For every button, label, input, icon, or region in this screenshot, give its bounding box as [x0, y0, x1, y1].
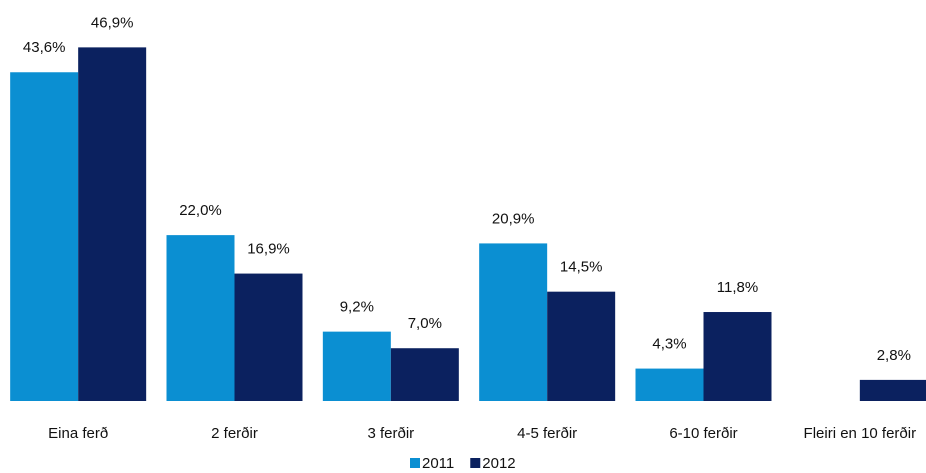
- bar: [479, 243, 548, 401]
- bar: [859, 379, 926, 401]
- x-tick-label: 6-10 ferðir: [669, 425, 737, 442]
- bar: [234, 273, 303, 401]
- legend-label: 2011: [422, 455, 454, 472]
- data-label: 2,8%: [877, 347, 911, 364]
- data-label: 14,5%: [560, 259, 603, 276]
- data-label: 20,9%: [492, 210, 535, 227]
- bar: [166, 235, 235, 401]
- bar: [703, 312, 772, 401]
- data-label: 4,3%: [652, 336, 686, 353]
- bar: [10, 72, 79, 402]
- data-label: 7,0%: [408, 315, 442, 332]
- data-label: 22,0%: [179, 202, 222, 219]
- x-tick-label: Eina ferð: [48, 425, 108, 442]
- data-label: 43,6%: [23, 39, 66, 56]
- bar: [390, 348, 459, 401]
- data-label: 16,9%: [247, 241, 290, 258]
- x-tick-label: 2 ferðir: [211, 425, 258, 442]
- data-label: 9,2%: [340, 299, 374, 316]
- legend-swatch: [410, 458, 420, 468]
- bar: [322, 331, 391, 401]
- x-tick-label: 3 ferðir: [367, 425, 414, 442]
- x-tick-label: 4-5 ferðir: [517, 425, 577, 442]
- bar: [547, 291, 616, 401]
- legend-label: 2012: [482, 455, 515, 472]
- x-tick-label: Fleiri en 10 ferðir: [804, 425, 917, 442]
- data-label: 46,9%: [91, 14, 134, 31]
- bar: [78, 47, 147, 402]
- bar: [635, 368, 704, 401]
- legend-swatch: [470, 458, 481, 468]
- data-label: 11,8%: [717, 279, 758, 296]
